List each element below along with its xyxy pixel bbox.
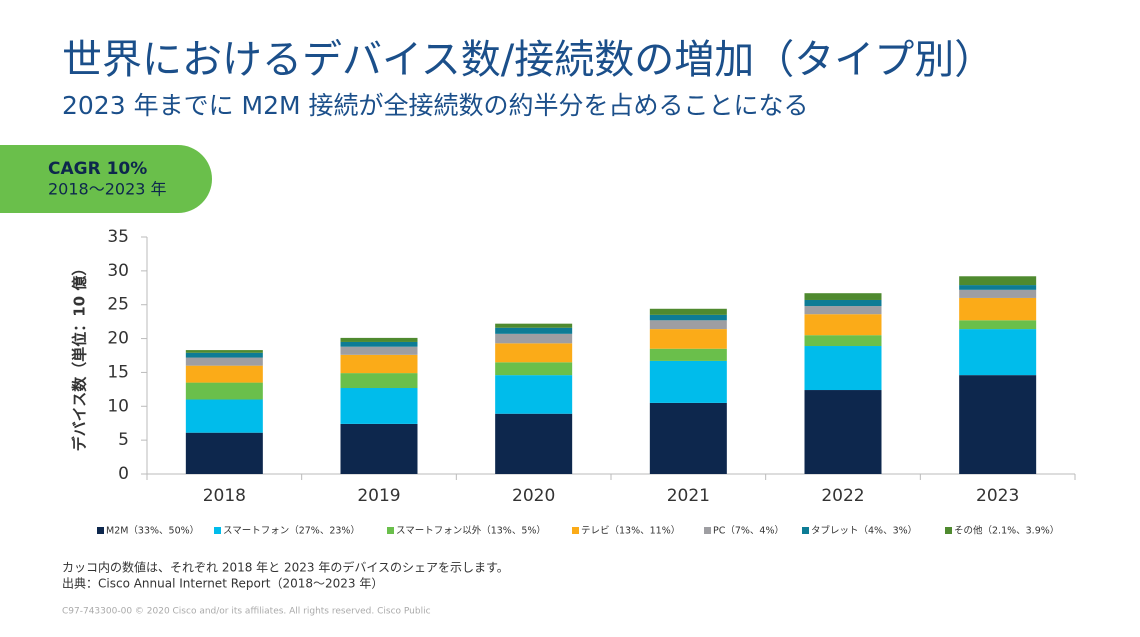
y-tick-label: 0 [118, 464, 129, 484]
bar-segment [804, 346, 882, 391]
footer: C97-743300-00 © 2020 Cisco and/or its af… [62, 607, 431, 617]
y-tick-label: 25 [107, 295, 129, 315]
bar-segment [804, 306, 882, 315]
y-tick-label: 20 [107, 329, 129, 349]
y-tick-label: 5 [118, 430, 129, 450]
legend-label: タブレット（4%、3%） [811, 525, 917, 537]
bar-segment [959, 285, 1037, 290]
bar-segment [495, 323, 573, 328]
bar-segment [340, 346, 418, 355]
legend-swatch [802, 527, 809, 534]
x-tick-label: 2022 [821, 486, 864, 506]
bar-segment [804, 335, 882, 347]
bar-segment [959, 375, 1037, 474]
bar-segment [495, 362, 573, 376]
legend-swatch [572, 527, 579, 534]
bar-segment [649, 320, 727, 330]
x-tick-label: 2021 [667, 486, 710, 506]
badge-shape [0, 145, 212, 213]
x-tick-label: 2023 [976, 486, 1019, 506]
bar-segment [185, 432, 263, 474]
bar-segment [649, 308, 727, 315]
bar-segment [340, 341, 418, 347]
legend-label: スマートフォン以外（13%、5%） [396, 525, 546, 537]
bar-segment [649, 402, 727, 474]
bar-segment [959, 289, 1037, 298]
legend-swatch [97, 527, 104, 534]
legend-swatch [945, 527, 952, 534]
bar-segment [495, 413, 573, 474]
bar-segment [959, 329, 1037, 376]
legend-label: テレビ（13%、11%） [581, 525, 680, 537]
x-tick-label: 2019 [357, 486, 400, 506]
bar-segment [495, 327, 573, 334]
y-axis-label: デバイス数（単位：10 億） [71, 261, 89, 452]
bar-segment [649, 329, 727, 349]
legend-label: その他（2.1%、3.9%） [954, 525, 1059, 537]
bar-segment [185, 382, 263, 400]
note: 出典：Cisco Annual Internet Report（2018～202… [62, 577, 383, 591]
bar-segment [649, 348, 727, 361]
bar-segment [185, 365, 263, 383]
y-tick-label: 35 [107, 227, 129, 247]
bar-segment [649, 314, 727, 321]
bar-segment [340, 423, 418, 474]
legend-swatch [214, 527, 221, 534]
title: 世界におけるデバイス数/接続数の増加（タイプ別） [62, 37, 994, 83]
bar-segment [495, 375, 573, 414]
bar-segment [959, 276, 1037, 286]
bar-segment [185, 357, 263, 366]
x-tick-label: 2018 [203, 486, 246, 506]
bar-segment [185, 352, 263, 358]
note: カッコ内の数値は、それぞれ 2018 年と 2023 年のデバイスのシェアを示し… [62, 560, 509, 575]
bar-segment [804, 293, 882, 300]
bar-segment [340, 337, 418, 342]
bar-segment [340, 373, 418, 389]
x-tick-label: 2020 [512, 486, 555, 506]
bar-segment [185, 350, 263, 353]
bar-segment [804, 314, 882, 336]
badge-title: CAGR 10% [48, 159, 147, 179]
bar-segment [340, 388, 418, 424]
legend-label: M2M（33%、50%） [106, 525, 199, 537]
badge-period: 2018～2023 年 [48, 180, 167, 199]
bar-segment [495, 333, 573, 344]
legend-swatch [387, 527, 394, 534]
subtitle: 2023 年までに M2M 接続が全接続数の約半分を占めることになる [62, 91, 809, 120]
bar-segment [804, 299, 882, 307]
y-tick-label: 10 [107, 396, 129, 416]
legend-label: スマートフォン（27%、23%） [223, 525, 360, 537]
bar-segment [959, 297, 1037, 321]
bar-segment [649, 360, 727, 403]
legend-label: PC（7%、4%） [713, 525, 784, 537]
bar-segment [804, 390, 882, 474]
y-tick-label: 15 [107, 362, 129, 382]
bar-segment [185, 399, 263, 433]
legend-swatch [704, 527, 711, 534]
bar-segment [340, 354, 418, 374]
y-tick-label: 30 [107, 261, 129, 281]
bar-segment [495, 343, 573, 363]
bar-segment [959, 320, 1037, 330]
